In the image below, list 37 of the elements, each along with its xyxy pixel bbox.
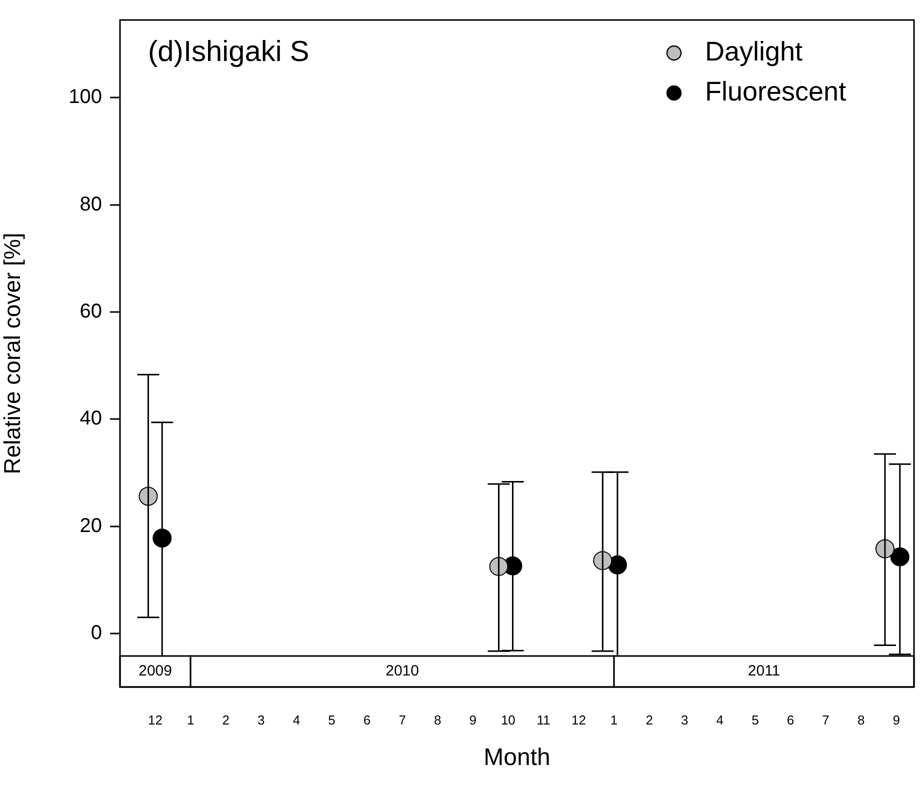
y-tick-label: 80 <box>80 193 102 216</box>
y-axis-title: Relative coral cover [%] <box>0 232 26 474</box>
x-tick-label: 6 <box>786 712 794 728</box>
text: (d)Ishigaki S <box>148 36 310 68</box>
x-tick-label: 12 <box>148 712 163 728</box>
x-tick-label: 9 <box>469 712 477 728</box>
x-tick-label: 11 <box>536 712 550 728</box>
x-tick-label: 7 <box>822 712 830 728</box>
x-tick-label: 4 <box>716 712 724 728</box>
x-tick-label: 10 <box>500 712 516 728</box>
y-tick-label: 20 <box>80 514 102 537</box>
x-axis-title: Month <box>484 744 550 772</box>
x-tick-label: 1 <box>610 712 618 728</box>
x-tick-label: 12 <box>572 712 586 728</box>
x-tick-label: 6 <box>363 712 371 728</box>
x-tick-label: 9 <box>892 712 900 728</box>
band-label: 2010 <box>386 662 419 680</box>
band-label: 2009 <box>138 662 172 680</box>
x-tick-label: 3 <box>258 712 265 728</box>
y-tick-label: 60 <box>80 300 102 322</box>
y-tick-label: 100 <box>68 86 102 108</box>
x-tick-label: 7 <box>398 712 406 728</box>
band-label: 2011 <box>748 662 780 680</box>
legend-label: Fluorescent <box>705 76 847 106</box>
legend-label: Daylight <box>705 36 804 66</box>
point <box>152 528 172 548</box>
x-tick-label: 5 <box>328 712 336 728</box>
x-tick-label: 2 <box>222 712 230 728</box>
x-tick-label: 2 <box>646 712 653 728</box>
x-tick-label: 1 <box>186 712 194 728</box>
y-tick-label: 40 <box>80 408 102 430</box>
x-tick-label: 3 <box>681 712 688 728</box>
x-tick-label: 5 <box>752 712 759 728</box>
y-tick-label: 0 <box>90 622 102 644</box>
x-tick-label: 8 <box>434 712 442 728</box>
x-tick-label: 4 <box>292 712 300 728</box>
x-tick-label: 8 <box>857 712 865 728</box>
